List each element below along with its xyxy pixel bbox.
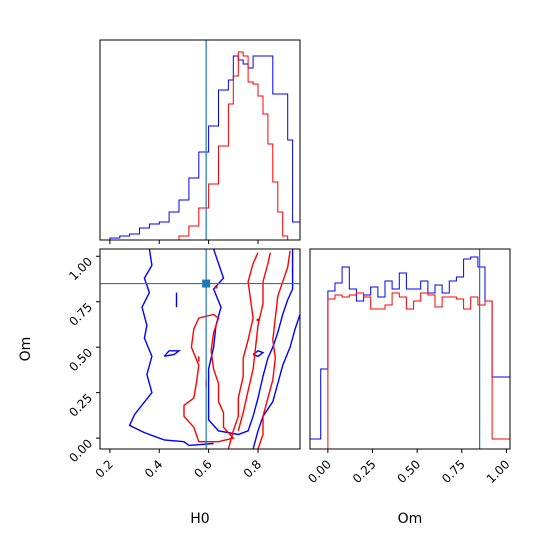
om-histogram-series (309, 256, 510, 450)
red-histogram-step (310, 292, 510, 450)
y-tick-label: 0.00 (66, 436, 95, 465)
blue-contour-line (207, 249, 294, 436)
h0-marginal-ticks (109, 240, 259, 244)
x-tick-label: 1.00 (484, 457, 513, 486)
truth-crosshair (100, 249, 300, 449)
h0-om-frame (99, 248, 301, 450)
red-contour-line (237, 252, 272, 431)
h0-x-axis-title: H0 (190, 511, 209, 527)
x-tick-label: 0.00 (305, 457, 334, 486)
red-histogram-step (100, 51, 300, 241)
x-tick-label: 0.6 (191, 457, 214, 480)
truth-marker (202, 279, 211, 288)
red-contour-dot (256, 318, 260, 322)
h0-marginal-frame (99, 39, 301, 241)
red-contour-line (183, 313, 235, 443)
contour-series (128, 249, 300, 449)
panel-om-marginal: 0.00 0.25 0.50 0.75 1.00 Om (305, 248, 513, 527)
y-tick-label: 0.50 (66, 345, 95, 374)
blue-contour-line (128, 249, 214, 447)
panel-h0-om-2d: 0.2 0.4 0.6 0.8 0.00 0.25 0.50 0.75 1.00 Om H0 (18, 248, 301, 527)
red-contour-dot (214, 285, 218, 289)
om-y-axis-title: Om (18, 337, 34, 362)
blue-contour-line (252, 314, 300, 449)
red-contour-line (257, 250, 291, 449)
blue-histogram-step (309, 256, 510, 449)
red-contour-line (227, 252, 259, 449)
y-tick-label: 0.25 (66, 391, 95, 420)
blue-contour-line (163, 350, 182, 357)
h0-om-ticks: 0.2 0.4 0.6 0.8 0.00 0.25 0.50 0.75 1.00 (66, 254, 264, 480)
h0-histogram-series (100, 51, 300, 241)
om-marginal-frame (309, 248, 511, 450)
blue-histogram-step (100, 55, 300, 241)
x-tick-label: 0.4 (142, 457, 165, 480)
x-tick-label: 0.50 (394, 457, 423, 486)
x-tick-label: 0.25 (350, 457, 379, 486)
y-tick-label: 0.75 (66, 300, 95, 329)
x-tick-label: 0.75 (439, 457, 468, 486)
blue-contour-line (252, 350, 265, 358)
x-tick-label: 0.2 (93, 457, 116, 480)
om-x-axis-title: Om (398, 511, 423, 527)
y-tick-label: 1.00 (66, 254, 95, 283)
x-tick-label: 0.8 (241, 457, 264, 480)
om-marginal-ticks: 0.00 0.25 0.50 0.75 1.00 (305, 449, 513, 486)
panel-h0-marginal (99, 39, 301, 244)
